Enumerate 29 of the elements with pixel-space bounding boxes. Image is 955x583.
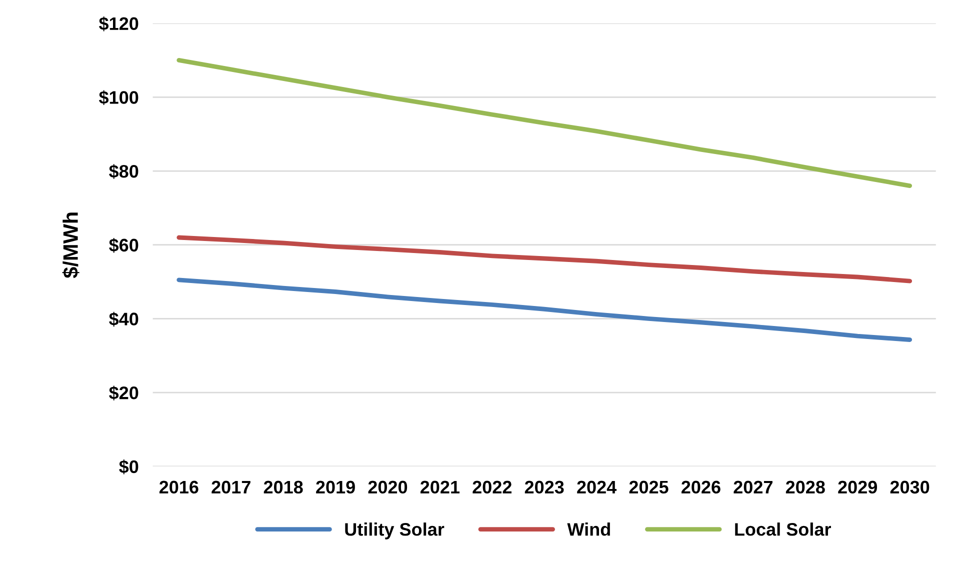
line-series (176, 278, 912, 342)
y-tick-label: $40 (109, 312, 138, 327)
x-tick-label: 2022 (472, 480, 512, 494)
y-tick-label: $120 (98, 16, 138, 32)
x-tick-label: 2027 (734, 480, 772, 494)
x-tick-label: 2030 (890, 480, 930, 494)
y-tick-label: $80 (109, 164, 138, 179)
y-tick-label: $20 (109, 386, 138, 400)
legend-label: Utility Solar (345, 522, 444, 540)
x-tick-label: 2025 (629, 480, 668, 494)
y-tick-label: $100 (98, 90, 138, 106)
y-tick-label: $0 (119, 460, 138, 474)
x-tick-label: 2028 (786, 480, 825, 494)
line-series (176, 58, 912, 188)
line-series (176, 235, 912, 284)
legend-label: Local Solar (735, 522, 831, 536)
x-tick-label: 2018 (264, 480, 303, 494)
x-tick-label: 2016 (159, 480, 198, 494)
x-tick-label: 2019 (316, 480, 355, 494)
x-tick-label: 2023 (524, 480, 564, 494)
legend-label: Wind (567, 522, 610, 536)
x-tick-label: 2024 (577, 480, 617, 494)
x-tick-label: 2029 (838, 480, 878, 494)
x-tick-label: 2026 (682, 480, 720, 494)
x-tick-label: 2020 (368, 480, 408, 494)
x-tick-label: 2021 (420, 480, 460, 494)
x-tick-label: 2017 (212, 480, 250, 494)
y-tick-label: $60 (109, 238, 138, 253)
y-axis-title: $/MWh (62, 212, 80, 278)
